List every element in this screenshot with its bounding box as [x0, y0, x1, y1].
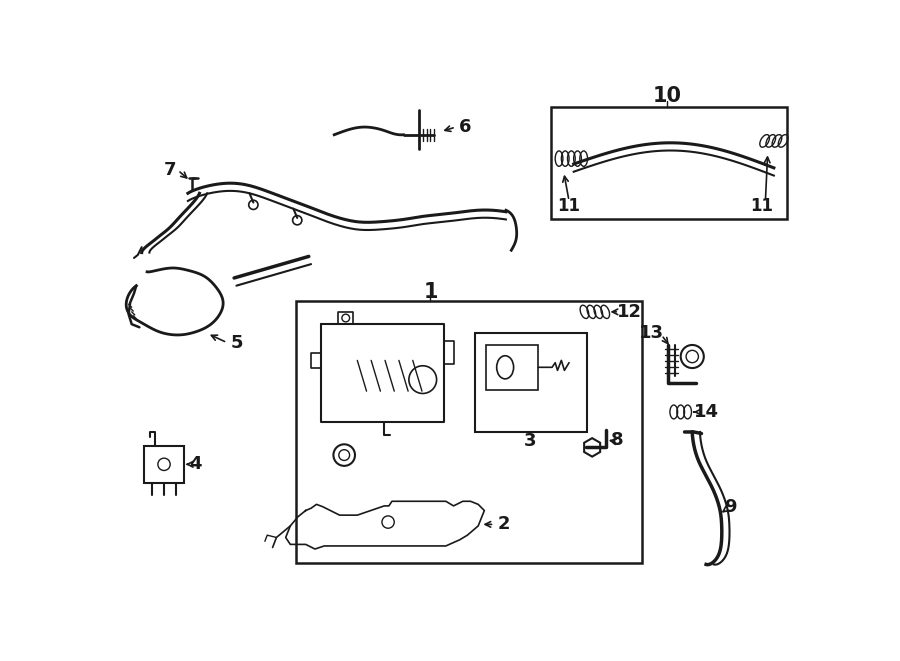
Text: 9: 9: [724, 498, 737, 516]
Text: 12: 12: [616, 303, 642, 321]
Text: 14: 14: [694, 403, 718, 421]
Text: 2: 2: [498, 516, 509, 533]
Text: 4: 4: [189, 455, 202, 473]
Text: 1: 1: [423, 282, 437, 302]
Text: 10: 10: [652, 86, 681, 106]
Text: 7: 7: [164, 161, 176, 179]
Text: 11: 11: [750, 198, 773, 215]
Bar: [552, 107, 787, 219]
Bar: [144, 446, 184, 483]
Text: 11: 11: [557, 198, 580, 215]
Text: 6: 6: [459, 118, 472, 136]
Bar: [296, 301, 643, 563]
Bar: [486, 345, 538, 389]
Text: 8: 8: [610, 431, 623, 449]
Bar: [475, 333, 587, 432]
Text: 3: 3: [525, 432, 536, 450]
Text: 5: 5: [230, 334, 243, 352]
Text: 13: 13: [639, 325, 664, 342]
